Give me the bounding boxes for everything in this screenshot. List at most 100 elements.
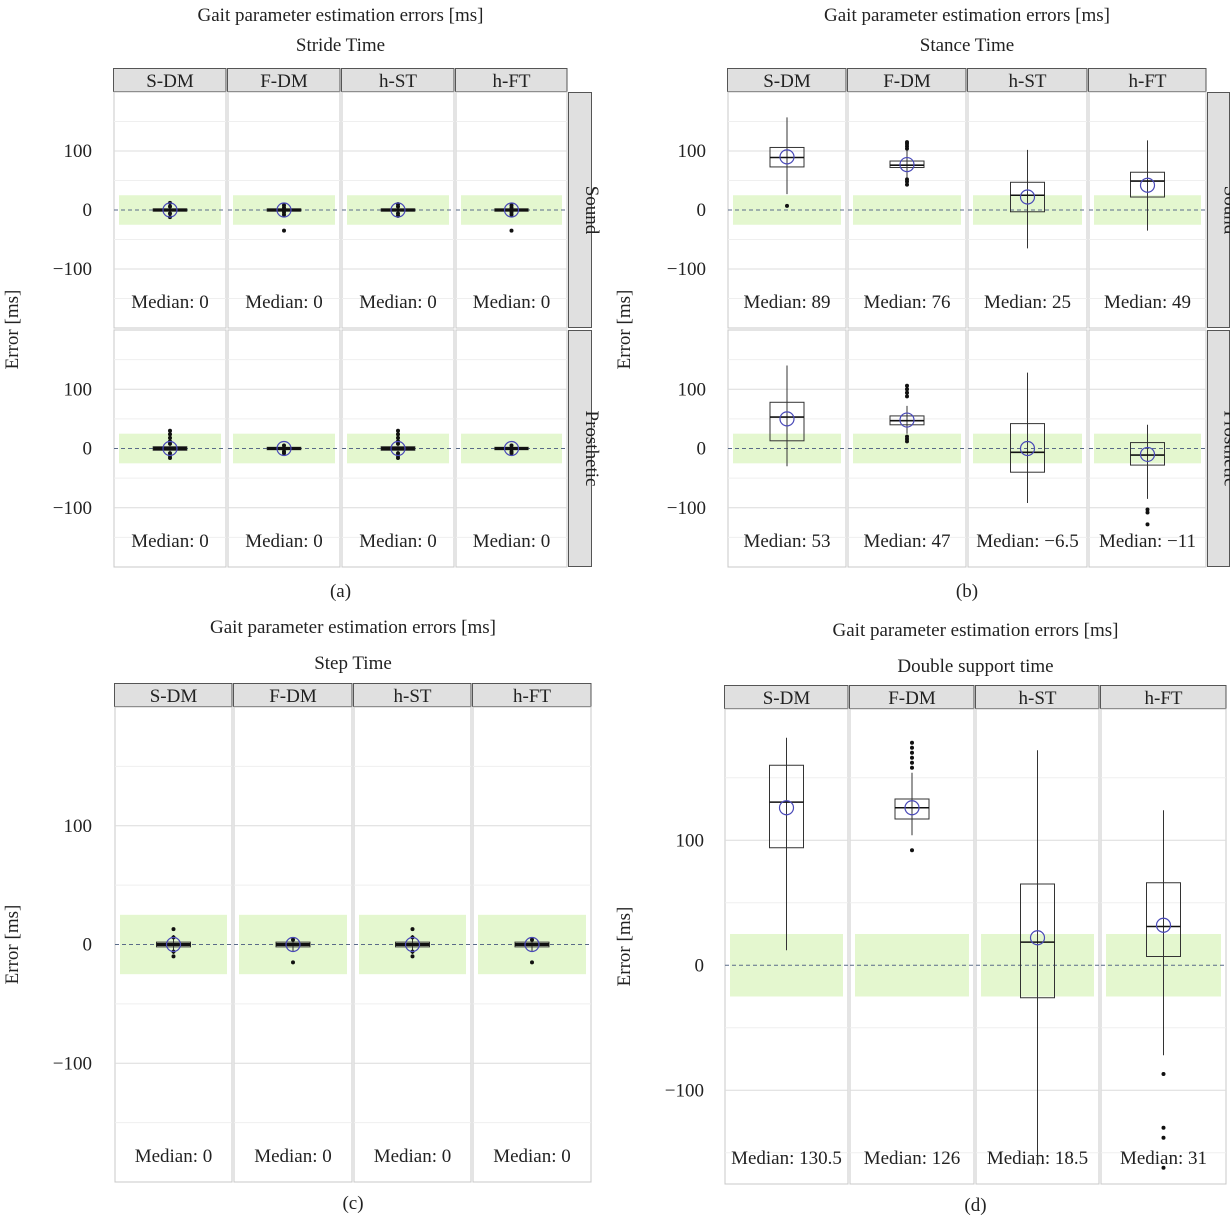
panel-sound-f-dm: Median: 0 <box>227 91 341 329</box>
y-tick-label: −100 <box>53 498 92 519</box>
outlier-point <box>910 750 914 755</box>
panel-label: (b) <box>956 581 978 602</box>
panel-h-st: Median: 0 <box>353 706 472 1183</box>
outlier-point <box>509 203 514 208</box>
median-annotation: Median: 0 <box>245 292 323 313</box>
mean-marker <box>503 202 520 218</box>
mean-marker <box>285 936 301 953</box>
panel-sound-h-ft: Median: 49 <box>1088 91 1207 329</box>
facet-label-h-st: h-ST <box>379 71 417 92</box>
panel-prosthetic-f-dm: Median: 0 <box>227 329 341 568</box>
y-axis-label: Error [ms] <box>614 907 635 987</box>
mean-marker <box>1019 189 1036 205</box>
outlier-point <box>282 228 286 233</box>
median-annotation: Median: 0 <box>135 1146 213 1167</box>
median-annotation: Median: 49 <box>1104 292 1191 313</box>
mean-marker <box>1029 930 1046 946</box>
median-annotation: Median: −11 <box>1099 531 1196 552</box>
outlier-point <box>168 211 172 216</box>
median-annotation: Median: 0 <box>473 292 551 313</box>
panel-sound-f-dm: Median: 76 <box>847 91 967 329</box>
outlier-point <box>1145 507 1150 512</box>
y-axis-label: Error [ms] <box>2 905 23 985</box>
panel-h-ft: Median: 31 <box>1100 708 1227 1185</box>
median-annotation: Median: 0 <box>131 531 209 552</box>
mean-marker <box>1139 446 1156 463</box>
chart-title: Gait parameter estimation errors [ms] <box>210 617 496 638</box>
panel-s-dm: Median: 0 <box>114 706 233 1183</box>
y-tick-label: −100 <box>667 259 706 280</box>
mean-marker <box>779 411 795 427</box>
panel-sound-s-dm: Median: 0 <box>113 91 227 329</box>
facet-label-h-st: h-ST <box>1019 688 1057 709</box>
outlier-point <box>530 937 534 942</box>
panel-h-ft: Median: 0 <box>472 706 592 1183</box>
y-tick-label: 0 <box>83 200 93 221</box>
outlier-point <box>282 443 286 448</box>
chart-d: Gait parameter estimation errors [ms] Dou… <box>614 620 1227 1216</box>
panel-prosthetic-s-dm: Median: 53 <box>727 329 847 568</box>
panel-h-st: Median: 18.5 <box>975 708 1100 1185</box>
chart-subtitle: Double support time <box>897 656 1053 677</box>
outlier-point <box>396 428 400 433</box>
median-annotation: Median: 126 <box>864 1148 961 1169</box>
facet-label-f-dm: F-DM <box>888 688 936 709</box>
outlier-point <box>282 449 286 454</box>
chart-subtitle: Stance Time <box>920 35 1014 56</box>
y-tick-label: 0 <box>697 439 707 460</box>
chart-a: Gait parameter estimation errors [ms] Str… <box>2 5 602 602</box>
panel-sound-h-ft: Median: 0 <box>455 91 568 329</box>
chart-title: Gait parameter estimation errors [ms] <box>833 620 1119 641</box>
facet-row-label-sound: Sound <box>1220 186 1230 235</box>
mean-marker <box>778 800 795 816</box>
outlier-point <box>905 390 909 395</box>
chart-subtitle: Step Time <box>314 653 392 674</box>
outlier-point <box>168 435 172 440</box>
y-tick-label: 100 <box>676 830 705 851</box>
outlier-point <box>910 765 914 770</box>
panel-sound-h-st: Median: 0 <box>341 91 455 329</box>
mean-marker <box>899 412 915 428</box>
chart-b: Gait parameter estimation errors [ms] Sta… <box>614 5 1230 602</box>
facet-label-h-st: h-ST <box>394 686 432 707</box>
median-annotation: Median: 31 <box>1120 1148 1207 1169</box>
mean-marker <box>1155 917 1172 933</box>
median-annotation: Median: 25 <box>984 292 1071 313</box>
median-annotation: Median: 0 <box>131 292 209 313</box>
box <box>1130 442 1165 466</box>
facet-label-h-ft: h-FT <box>1129 71 1167 92</box>
mean-marker <box>276 202 292 218</box>
outlier-point <box>905 140 909 145</box>
panel-prosthetic-f-dm: Median: 47 <box>847 329 967 568</box>
y-tick-label: −100 <box>53 259 92 280</box>
outlier-point <box>396 435 400 440</box>
median-annotation: Median: 0 <box>254 1146 332 1167</box>
outlier-point <box>905 177 909 182</box>
panel-sound-s-dm: Median: 89 <box>727 91 847 329</box>
facet-label-h-ft: h-FT <box>1145 688 1183 709</box>
outlier-point <box>168 432 172 437</box>
median-annotation: Median: 89 <box>743 292 830 313</box>
mean-marker <box>162 202 178 218</box>
chart-subtitle: Stride Time <box>296 35 385 56</box>
mean-marker <box>390 440 406 457</box>
outlier-point <box>1161 1135 1166 1140</box>
chart-title: Gait parameter estimation errors [ms] <box>198 5 484 26</box>
outlier-point <box>1161 1125 1166 1130</box>
outlier-point <box>905 394 909 399</box>
outlier-point <box>282 210 286 215</box>
y-axis-label: Error [ms] <box>2 290 23 370</box>
mean-marker <box>1139 177 1156 193</box>
median-annotation: Median: 0 <box>359 292 437 313</box>
median-annotation: Median: 0 <box>374 1146 452 1167</box>
outlier-point <box>910 745 914 750</box>
facet-label-s-dm: S-DM <box>146 71 194 92</box>
y-tick-label: 100 <box>64 141 93 162</box>
panel-label: (c) <box>342 1193 363 1214</box>
y-tick-label: −100 <box>667 498 706 519</box>
outlier-point <box>905 434 909 439</box>
box <box>769 401 805 442</box>
y-tick-label: 100 <box>64 816 93 837</box>
facet-label-s-dm: S-DM <box>763 71 811 92</box>
